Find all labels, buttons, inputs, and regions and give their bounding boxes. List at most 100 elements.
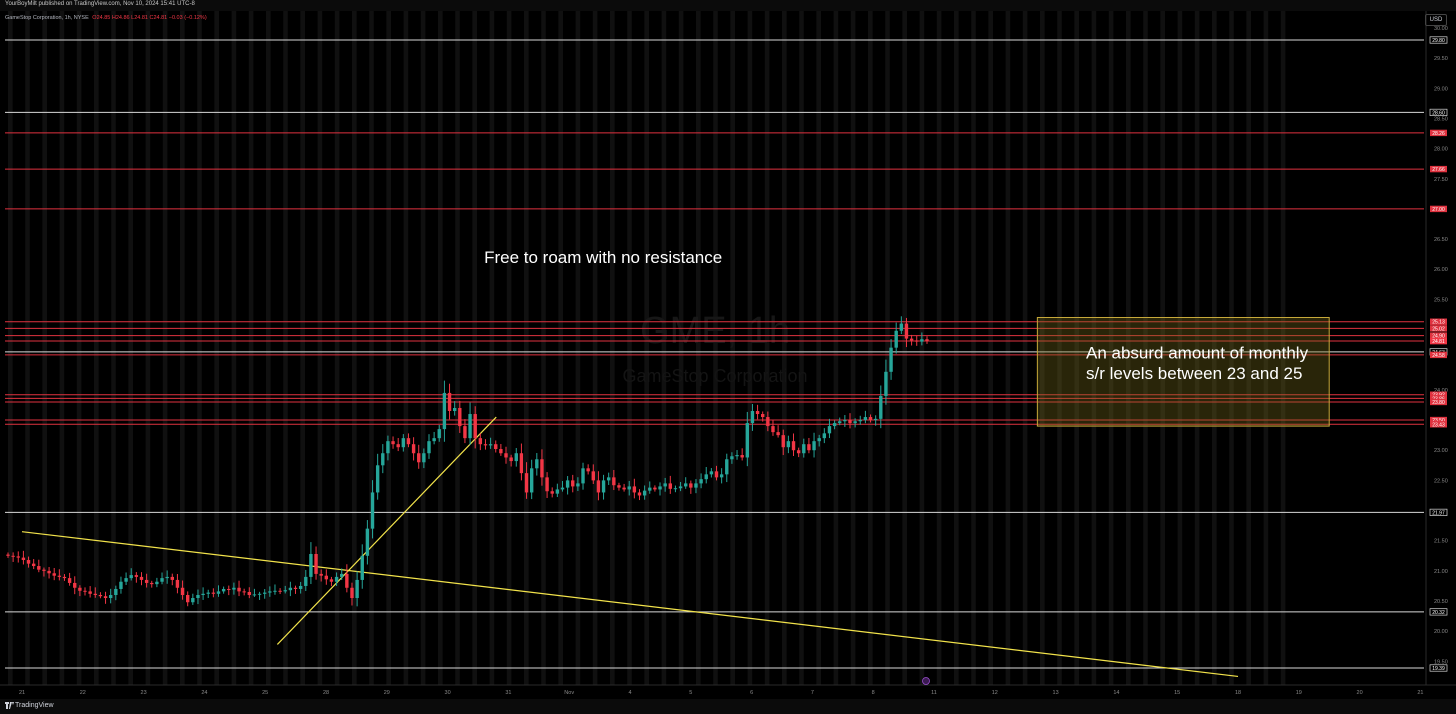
candle-body xyxy=(375,465,380,493)
candle-body xyxy=(6,554,10,556)
candle-body xyxy=(139,576,144,580)
candle-body xyxy=(62,576,67,579)
candle-body xyxy=(848,420,852,424)
trendlines[interactable] xyxy=(21,416,1239,678)
candle-body xyxy=(324,575,329,580)
session-band xyxy=(850,11,856,685)
candle-body xyxy=(21,557,26,561)
candle-body xyxy=(529,468,534,493)
price-tick-label: 26.00 xyxy=(1434,267,1448,273)
candle-body xyxy=(180,587,185,596)
candle-body xyxy=(334,576,339,582)
session-band xyxy=(214,11,219,685)
legend-symbol: GameStop Corporation, 1h, NYSE xyxy=(5,15,89,21)
candle-body xyxy=(52,573,56,576)
level-price-tag xyxy=(1429,608,1448,616)
time-tick-label: 6 xyxy=(750,690,753,696)
candle-body xyxy=(642,490,647,496)
candle-body xyxy=(725,459,729,475)
candle-body xyxy=(447,392,452,412)
session-band xyxy=(403,11,409,685)
candle-body xyxy=(283,590,287,592)
level-price-tag xyxy=(1430,205,1447,213)
level-price-tag xyxy=(1430,325,1447,332)
tradingview-logo-icon xyxy=(5,702,14,709)
session-band xyxy=(180,11,185,685)
level-price-tag xyxy=(1430,351,1447,359)
session-band xyxy=(162,11,168,685)
level-price-label: 25.02 xyxy=(1432,326,1445,332)
candle-body xyxy=(709,471,714,475)
candle-body xyxy=(689,483,693,488)
session-band xyxy=(231,11,237,685)
time-tick-label: 23 xyxy=(141,690,147,696)
candle-body xyxy=(196,595,200,599)
session-band xyxy=(610,11,615,685)
session-band xyxy=(936,11,942,685)
candle-body xyxy=(745,423,750,458)
session-shading xyxy=(8,11,1286,685)
candle-body xyxy=(663,483,667,487)
candle-body xyxy=(227,588,231,590)
horizontal-levels[interactable] xyxy=(5,39,1424,669)
candle-body xyxy=(827,426,832,434)
session-band xyxy=(799,11,804,685)
annotations[interactable]: Free to roam with no resistance An absurd… xyxy=(484,248,1308,383)
session-band xyxy=(541,11,546,685)
session-band xyxy=(1263,11,1269,685)
price-tick-label: 30.00 xyxy=(1434,26,1448,32)
level-price-tag xyxy=(1430,318,1447,325)
candle-body xyxy=(67,578,72,583)
session-band xyxy=(644,11,649,685)
candle-body xyxy=(791,441,796,451)
candle-body xyxy=(370,492,375,529)
candle-body xyxy=(473,414,477,439)
symbol-legend[interactable]: GameStop Corporation, 1h, NYSE O24.85 H2… xyxy=(5,15,207,21)
sr-zone[interactable] xyxy=(1036,317,1330,427)
candle-body xyxy=(678,486,683,489)
session-band xyxy=(145,11,151,685)
session-band xyxy=(988,11,993,685)
time-axis[interactable]: 21 22 23 24 25 28 29 30 31 Nov 4 5 6 7 8 11 12 13 14 15 18 19… xyxy=(19,677,1424,697)
session-band xyxy=(730,11,735,685)
candle-body xyxy=(571,480,575,487)
annotation-text: s/r levels between 23 and 25 xyxy=(1086,364,1302,383)
candle-body xyxy=(735,455,739,457)
session-band xyxy=(1229,11,1234,685)
level-price-label: 27.66 xyxy=(1432,167,1445,173)
candle-body xyxy=(683,483,688,487)
level-price-label: 29.80 xyxy=(1432,38,1445,44)
candle-body xyxy=(216,591,221,594)
time-tick-label: 21 xyxy=(19,690,25,696)
candle-body xyxy=(617,485,621,488)
candle-body xyxy=(355,579,359,599)
publisher-text: YourBoyMilt published on TradingView.com… xyxy=(5,1,195,7)
session-band xyxy=(8,11,13,685)
candle-body xyxy=(452,407,457,412)
level-price-tag xyxy=(1430,129,1447,137)
candle-body xyxy=(560,487,565,490)
session-band xyxy=(575,11,581,685)
candle-body xyxy=(776,432,780,436)
level-price-tag xyxy=(1429,108,1448,116)
candle-body xyxy=(730,456,734,460)
currency-button[interactable]: USD xyxy=(1425,14,1447,26)
candle-body xyxy=(627,486,631,490)
price-tick-label: 19.50 xyxy=(1434,659,1448,665)
candle-body xyxy=(750,411,755,424)
level-price-tag xyxy=(1429,36,1448,44)
candle-body xyxy=(437,429,441,439)
candle-body xyxy=(191,598,195,603)
candle-body xyxy=(468,414,472,439)
price-axis[interactable]: 30.00 29.50 29.00 28.50 28.00 27.50 26.50 26.00… xyxy=(1429,26,1448,672)
time-tick-label: 24 xyxy=(201,690,207,696)
candle-body xyxy=(771,426,775,433)
candle-body xyxy=(201,593,205,596)
candle-body xyxy=(26,560,31,564)
candle-body xyxy=(694,483,698,488)
session-band xyxy=(1280,11,1286,685)
candle-body xyxy=(879,395,883,419)
candle-body xyxy=(442,392,447,430)
candle-body xyxy=(396,444,400,448)
